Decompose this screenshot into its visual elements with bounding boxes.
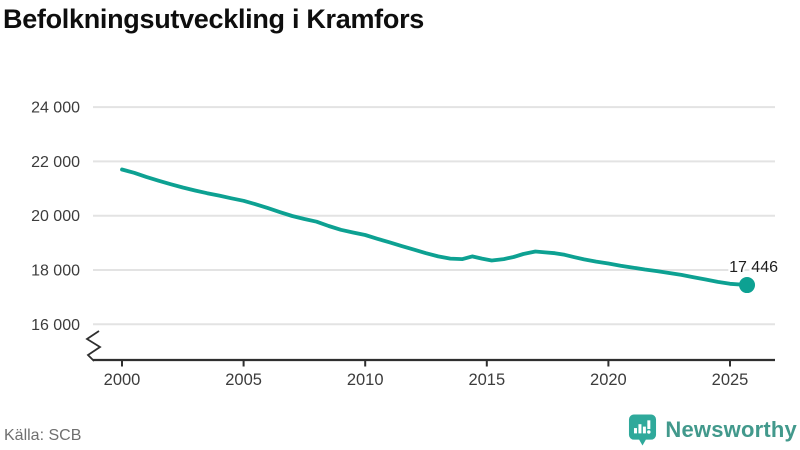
x-axis-tick-label: 2010 bbox=[347, 371, 384, 389]
y-axis-tick-label: 24 000 bbox=[31, 100, 80, 117]
x-axis-tick-label: 2000 bbox=[104, 371, 141, 389]
page-title: Befolkningsutveckling i Kramfors bbox=[3, 4, 424, 34]
y-axis-tick-label: 20 000 bbox=[31, 208, 80, 225]
newsworthy-logo: Newsworthy bbox=[628, 414, 797, 446]
y-axis-tick-label: 18 000 bbox=[31, 263, 80, 280]
x-axis-tick-label: 2020 bbox=[590, 371, 627, 389]
x-axis-tick-label: 2025 bbox=[712, 371, 749, 389]
x-axis-tick-label: 2015 bbox=[468, 371, 505, 389]
population-line bbox=[120, 167, 749, 287]
source-label: Källa: SCB bbox=[4, 427, 82, 444]
axis-break-icon bbox=[85, 330, 102, 362]
y-axis-tick-label: 16 000 bbox=[31, 317, 80, 334]
y-axis-tick-label: 22 000 bbox=[31, 154, 80, 171]
bar-chart-speech-bubble-icon bbox=[629, 414, 657, 446]
brand-name: Newsworthy bbox=[665, 417, 797, 442]
end-point-marker bbox=[739, 277, 756, 294]
x-axis-tick-label: 2005 bbox=[225, 371, 262, 389]
population-line-chart: 24 000 22 000 20 000 18 000 16 000 17 446 2000… bbox=[31, 100, 780, 389]
end-value-label: 17 446 bbox=[729, 259, 778, 276]
chart-footer: Källa: SCB Newsworthy bbox=[0, 410, 800, 450]
